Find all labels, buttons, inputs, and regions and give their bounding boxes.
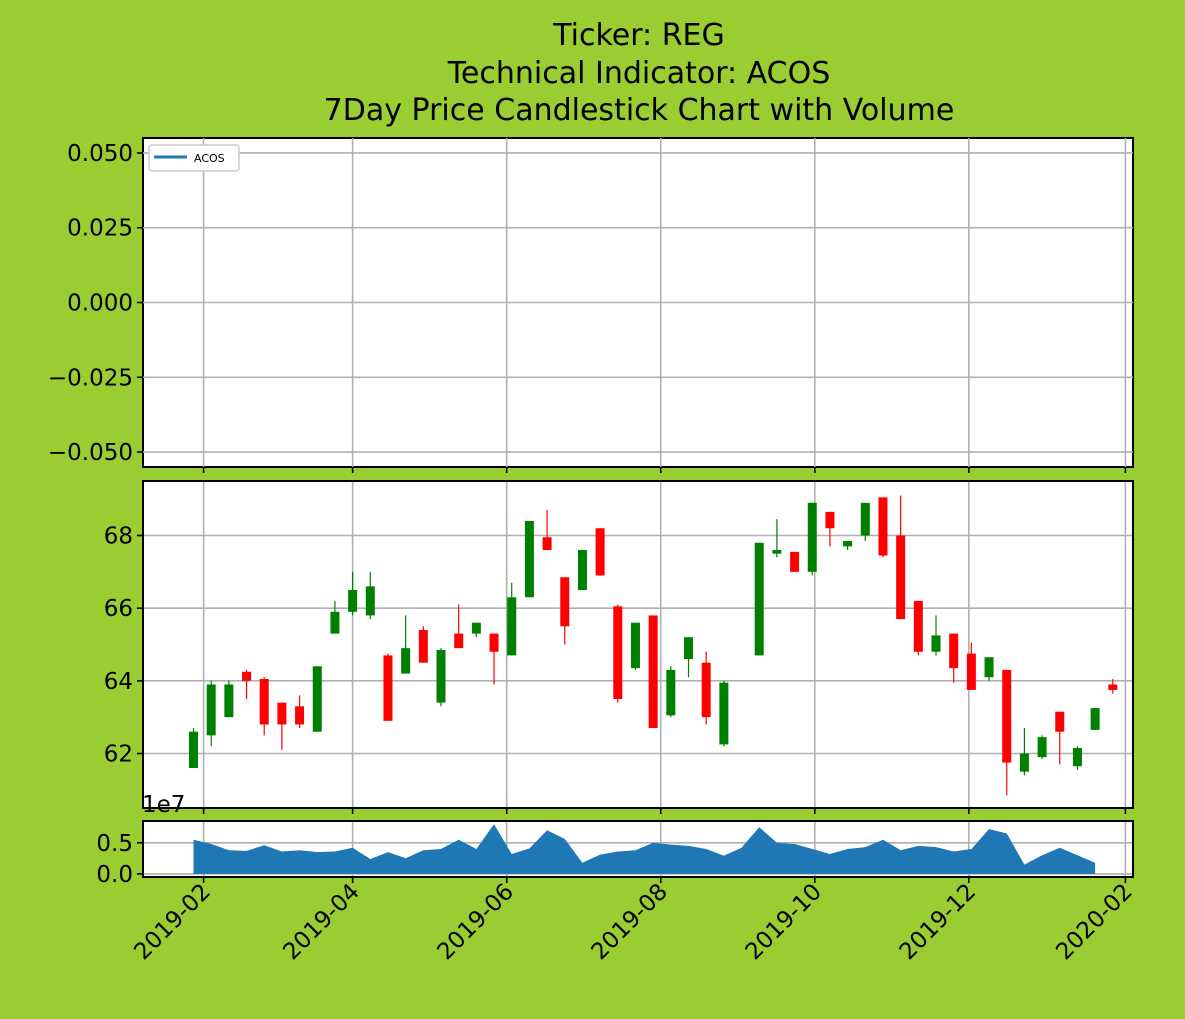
candle-body-2019-11-04 (896, 535, 906, 620)
price-ytick-label-3: 68 (104, 524, 133, 550)
candle-body-2019-09-09 (754, 542, 764, 656)
candle-body-2019-08-12 (684, 637, 694, 660)
title-line-1: Ticker: REG (552, 18, 725, 53)
candle-body-2019-05-06 (436, 649, 446, 703)
candle-body-2019-03-18 (312, 666, 322, 732)
candle-body-2019-09-23 (790, 551, 800, 572)
x-tick-label-2019-04: 2019-04 (279, 879, 365, 965)
title-line-3: 7Day Price Candlestick Chart with Volume (324, 93, 955, 128)
legend-box (148, 144, 240, 172)
volume-y-axis: 0.50.0 (96, 831, 143, 888)
indicator-panel: 0.050 0.025 0.000 −0.025 −0.050 ACOS (48, 137, 1134, 473)
volume-ytick-label-1: 0.0 (96, 862, 133, 888)
price-frame (142, 480, 1134, 809)
price-ytick-label-1: 64 (104, 669, 133, 695)
price-y-axis: 62 64 66 68 (104, 524, 143, 768)
candle-body-2019-08-26 (719, 682, 729, 745)
candle-body-2019-05-27 (489, 633, 499, 652)
candle-body-2019-11-18 (931, 635, 941, 652)
indicator-ytick-label-3: −0.025 (48, 365, 133, 391)
candle-body-2019-02-11 (224, 684, 234, 718)
candle-body-2019-06-17 (542, 537, 552, 551)
candle-body-2019-02-25 (259, 679, 269, 725)
candle-body-2019-05-13 (454, 633, 464, 649)
candle-body-2019-05-20 (471, 622, 481, 634)
volume-frame (142, 820, 1134, 878)
candle-body-2019-03-25 (330, 611, 340, 634)
candle-body-2019-07-29 (648, 615, 658, 729)
candle-body-2019-04-01 (348, 590, 358, 612)
candlesticks (189, 495, 1118, 796)
candle-body-2019-07-08 (595, 528, 605, 576)
candle-body-2019-02-04 (206, 684, 216, 736)
candle-body-2019-09-30 (807, 502, 817, 572)
candle-body-2019-06-24 (560, 577, 570, 627)
candle-body-2019-12-09 (984, 657, 994, 678)
volume-multiplier-label: 1e7 (142, 792, 185, 818)
chart-title: Ticker: REG Technical Indicator: ACOS 7D… (324, 18, 955, 128)
candle-body-2019-04-22 (401, 648, 411, 674)
candle-body-2020-01-13 (1072, 748, 1082, 767)
x-tick-label-2019-06: 2019-06 (433, 879, 519, 965)
candle-body-2020-01-06 (1055, 711, 1065, 732)
indicator-ytick-label-4: −0.050 (48, 440, 133, 466)
legend-label-acos: ACOS (194, 152, 225, 165)
candle-body-2020-01-27 (1108, 684, 1118, 690)
indicator-ytick-label-2: 0.000 (67, 291, 133, 317)
candle-body-2019-06-10 (524, 520, 534, 598)
indicator-ytick-label-1: 0.025 (67, 216, 133, 242)
candle-body-2019-04-29 (418, 629, 428, 663)
candle-body-2020-01-20 (1090, 708, 1100, 730)
candle-body-2019-10-14 (843, 540, 853, 547)
candle-body-2019-12-23 (1019, 753, 1029, 772)
candle-body-2019-12-16 (1002, 669, 1012, 763)
indicator-legend: ACOS (148, 144, 240, 172)
x-tick-label-2019-10: 2019-10 (741, 879, 827, 965)
volume-panel: 0.50.0 1e7 (96, 792, 1134, 888)
price-panel: 62 64 66 68 (104, 480, 1134, 814)
candle-body-2019-12-02 (966, 653, 976, 690)
candle-body-2019-11-25 (949, 633, 959, 669)
candle-body-2019-09-16 (772, 550, 782, 554)
price-ytick-label-0: 62 (104, 742, 133, 768)
candle-body-2019-12-30 (1037, 737, 1047, 758)
candle-body-2019-04-08 (365, 586, 375, 616)
candle-body-2019-07-15 (613, 606, 623, 699)
candle-body-2019-01-28 (189, 731, 199, 769)
candle-body-2019-11-11 (913, 600, 923, 652)
candle-body-2019-10-28 (878, 497, 888, 556)
candle-body-2019-08-05 (666, 669, 676, 716)
candle-body-2019-10-21 (860, 502, 870, 536)
x-tick-label-2019-12: 2019-12 (895, 879, 981, 965)
candle-body-2019-06-03 (507, 597, 517, 656)
volume-ytick-label-0: 0.5 (96, 831, 133, 857)
indicator-y-axis: 0.050 0.025 0.000 −0.025 −0.050 (48, 141, 143, 466)
indicator-grid (143, 138, 1133, 473)
x-tick-label-2019-02: 2019-02 (130, 879, 216, 965)
candle-body-2019-10-07 (825, 511, 835, 529)
x-tick-label-2020-02: 2020-02 (1051, 879, 1137, 965)
volume-area (193, 824, 1096, 874)
x-axis: 2019-02 2019-04 2019-06 2019-08 2019-10 2019-… (130, 879, 1138, 965)
candle-body-2019-07-01 (577, 550, 587, 590)
indicator-ytick-label-0: 0.050 (67, 141, 133, 167)
candle-body-2019-07-22 (630, 622, 640, 669)
candle-body-2019-03-04 (277, 702, 287, 725)
candle-body-2019-04-15 (383, 655, 393, 721)
candle-body-2019-03-11 (295, 706, 305, 725)
x-tick-label-2019-08: 2019-08 (587, 879, 673, 965)
candle-body-2019-08-19 (701, 662, 711, 718)
title-line-2: Technical Indicator: ACOS (447, 56, 831, 91)
price-ytick-label-2: 66 (104, 596, 133, 622)
candle-body-2019-02-18 (242, 671, 252, 681)
